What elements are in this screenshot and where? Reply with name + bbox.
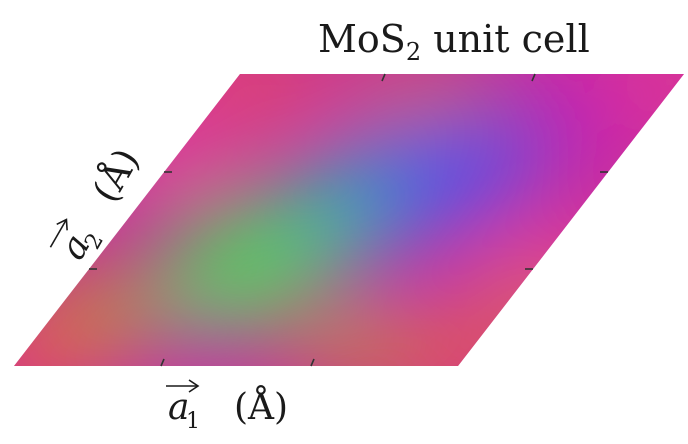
unit-cell-field — [14, 74, 684, 366]
tick-a1-1 — [160, 358, 165, 367]
svg-text:(Å): (Å) — [84, 141, 147, 209]
axis-ticks — [89, 73, 608, 367]
svg-text:1: 1 — [186, 409, 200, 434]
tick-a1-top-1 — [381, 73, 386, 82]
tick-a1-top-2 — [531, 73, 536, 82]
diagram-title: MoS2 unit cell — [318, 17, 590, 66]
svg-text:a: a — [168, 387, 189, 428]
axis-label-a1: a 1 (Å) — [166, 379, 288, 434]
arrowhead-a1 — [188, 379, 200, 393]
svg-text:(Å): (Å) — [234, 386, 288, 428]
arrowhead-a2 — [56, 218, 68, 231]
tick-a1-2 — [310, 358, 315, 367]
vector-arrow-a2 — [49, 219, 67, 248]
